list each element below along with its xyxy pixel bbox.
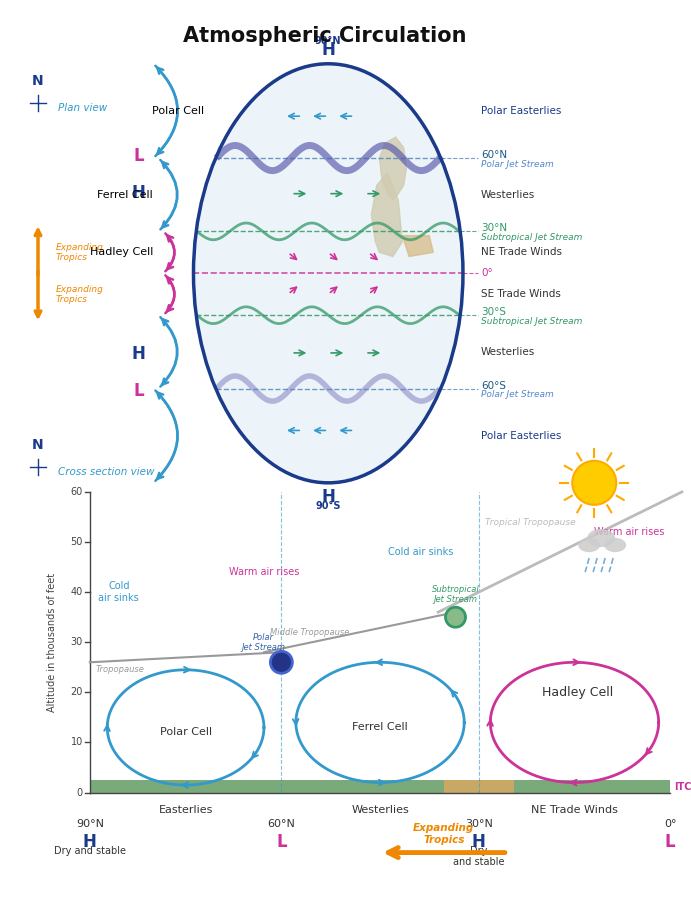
Ellipse shape (604, 537, 626, 552)
Text: 90°N: 90°N (76, 819, 104, 829)
Text: Expanding
Tropics: Expanding Tropics (56, 242, 104, 262)
Text: Cold
air sinks: Cold air sinks (99, 581, 139, 603)
Text: Subtropical Jet Stream: Subtropical Jet Stream (481, 317, 583, 326)
Text: Polar Cell: Polar Cell (152, 106, 204, 116)
Text: H: H (321, 487, 335, 506)
Text: Expanding
Tropics: Expanding Tropics (413, 823, 475, 844)
Text: ITCZ: ITCZ (674, 782, 691, 792)
Text: 50: 50 (70, 537, 83, 547)
Text: H: H (472, 833, 486, 851)
Text: Tropical Tropopause: Tropical Tropopause (484, 518, 575, 527)
Text: Westerlies: Westerlies (481, 347, 536, 357)
Text: Hadley Cell: Hadley Cell (90, 248, 153, 257)
Text: H: H (321, 41, 335, 59)
Circle shape (270, 651, 292, 673)
Text: Polar Jet Stream: Polar Jet Stream (481, 390, 553, 399)
Text: Dry
and stable: Dry and stable (453, 845, 504, 867)
Text: Cold air sinks: Cold air sinks (388, 548, 453, 557)
Text: L: L (665, 833, 676, 851)
Text: 90°N: 90°N (315, 36, 341, 46)
Text: Easterlies: Easterlies (158, 804, 213, 814)
Text: 30°N: 30°N (481, 223, 507, 233)
Text: Cross section view: Cross section view (58, 467, 155, 477)
Text: 20: 20 (70, 688, 83, 697)
Text: N: N (32, 74, 44, 88)
Text: Subtropical Jet Stream: Subtropical Jet Stream (481, 233, 583, 242)
Text: 60°N: 60°N (481, 150, 507, 160)
Text: Expanding
Tropics: Expanding Tropics (56, 284, 104, 304)
Text: Plan view: Plan view (58, 103, 107, 113)
Text: 0°: 0° (664, 819, 676, 829)
Text: Polar Cell: Polar Cell (160, 728, 211, 737)
Text: H: H (83, 833, 97, 851)
Polygon shape (402, 236, 433, 257)
Text: Polar Easterlies: Polar Easterlies (481, 431, 561, 441)
Text: Polar
Jet Stream: Polar Jet Stream (241, 633, 285, 652)
Text: Altitude in thousands of feet: Altitude in thousands of feet (47, 573, 57, 711)
Text: Middle Tropopause: Middle Tropopause (269, 629, 349, 638)
Text: 40: 40 (70, 588, 83, 597)
Text: 30: 30 (70, 638, 83, 647)
Text: NE Trade Winds: NE Trade Winds (531, 804, 618, 814)
Text: Subtropical
Jet Stream: Subtropical Jet Stream (432, 585, 480, 604)
Text: Westerlies: Westerlies (351, 804, 409, 814)
Text: Tropopause: Tropopause (95, 665, 144, 674)
Text: L: L (133, 382, 144, 400)
Text: Atmospheric Circulation: Atmospheric Circulation (183, 26, 466, 46)
Text: 0: 0 (77, 788, 83, 797)
Text: L: L (276, 833, 287, 851)
Text: 90°S: 90°S (316, 501, 341, 511)
Bar (444, 780, 513, 793)
Text: 60°S: 60°S (481, 381, 506, 391)
Ellipse shape (587, 529, 615, 548)
Ellipse shape (193, 64, 463, 483)
Bar (90, 780, 670, 793)
Text: 30°S: 30°S (481, 307, 506, 317)
Text: Westerlies: Westerlies (481, 189, 536, 200)
Polygon shape (371, 173, 402, 257)
Text: Warm air rises: Warm air rises (229, 568, 299, 577)
Circle shape (446, 608, 466, 627)
Text: H: H (131, 184, 145, 201)
Text: 60°N: 60°N (267, 819, 295, 829)
Text: N: N (32, 438, 44, 453)
Text: Polar Jet Stream: Polar Jet Stream (481, 159, 553, 169)
Circle shape (572, 461, 616, 505)
Text: Hadley Cell: Hadley Cell (542, 686, 613, 699)
Text: 0°: 0° (481, 269, 493, 278)
Text: 60: 60 (70, 487, 83, 496)
Text: H: H (131, 345, 145, 363)
Text: NE Trade Winds: NE Trade Winds (481, 248, 562, 257)
Text: Ferrel Cell: Ferrel Cell (97, 189, 153, 200)
Text: 10: 10 (70, 738, 83, 747)
Text: Warm air rises: Warm air rises (594, 527, 665, 537)
Text: SE Trade Winds: SE Trade Winds (481, 290, 561, 299)
Text: Dry and stable: Dry and stable (54, 845, 126, 855)
Text: Ferrel Cell: Ferrel Cell (352, 722, 408, 732)
Text: L: L (133, 147, 144, 165)
Ellipse shape (578, 537, 600, 552)
Text: 30°N: 30°N (465, 819, 493, 829)
Polygon shape (379, 137, 406, 200)
Text: Polar Easterlies: Polar Easterlies (481, 106, 561, 116)
